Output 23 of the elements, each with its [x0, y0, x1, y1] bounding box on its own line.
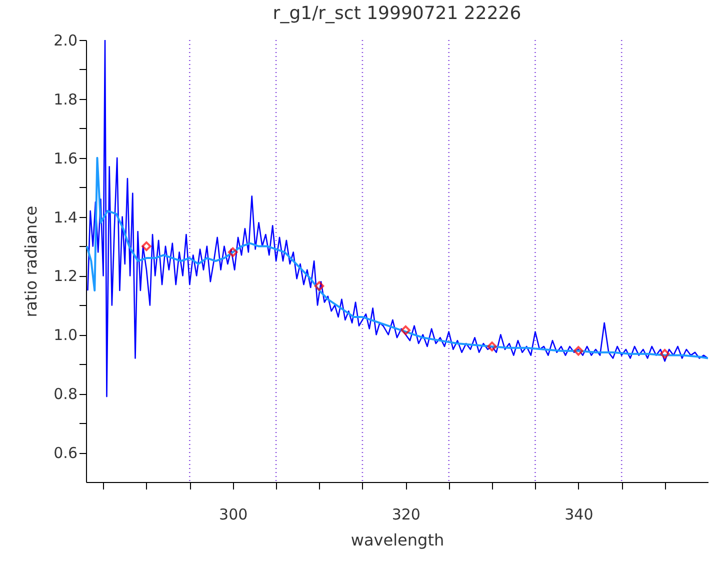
chart-title: r_g1/r_sct 19990721 22226	[272, 3, 522, 24]
y-tick-label: 1.8	[54, 90, 78, 108]
y-tick-label: 0.6	[54, 444, 78, 462]
point	[228, 247, 238, 258]
line-series	[87, 40, 708, 398]
y-tick-label: 1.4	[54, 208, 78, 226]
point	[400, 325, 411, 336]
point	[660, 348, 670, 359]
y-tick-label: 1.0	[54, 326, 78, 344]
y-tick-label: 0.8	[54, 385, 78, 404]
point	[314, 281, 324, 291]
y-tick-label: 1.6	[54, 149, 78, 168]
point	[142, 241, 152, 252]
point	[487, 342, 497, 352]
x-tick-label: 300	[219, 506, 248, 524]
point	[574, 346, 584, 356]
y-axis-title: ratio radiance	[22, 206, 41, 318]
x-axis-title: wavelength	[350, 530, 444, 550]
x-tick-label: 320	[392, 506, 420, 524]
x-tick-label: 340	[564, 506, 594, 524]
y-tick-label: 2.0	[54, 32, 78, 50]
y-tick-label: 1.2	[54, 267, 78, 286]
line-series	[86, 156, 708, 360]
